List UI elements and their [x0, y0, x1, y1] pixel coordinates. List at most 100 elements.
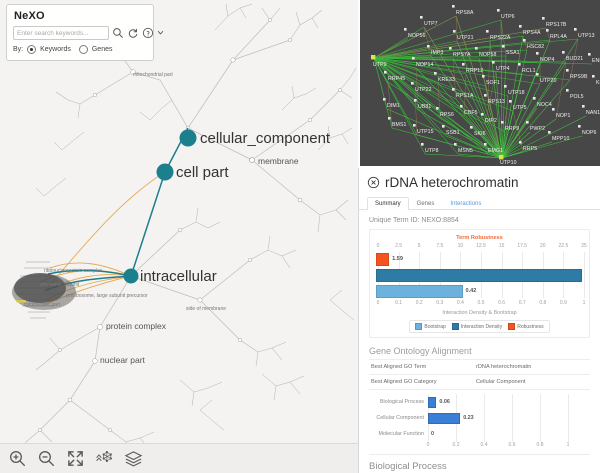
gene-label: RPS9B [570, 74, 588, 80]
gene-label: RPS7A [453, 52, 471, 58]
search-input[interactable] [13, 26, 109, 40]
reset-icon[interactable] [127, 27, 139, 39]
search-panel[interactable]: NeXO [6, 4, 164, 61]
search-by-row: By: Keywords Genes [13, 45, 147, 54]
go-row-cellular-component: Cellular Component 0.23 [369, 410, 590, 426]
go-label-molecular-function: Molecular Function [378, 431, 424, 437]
gene-label: NAN1 [586, 110, 600, 116]
robustness-bottom-axis: 0 0.1 0.2 0.3 0.4 0.5 0.6 0.7 0.8 0.9 1 [376, 300, 586, 309]
legend-item: Interaction Density [451, 323, 503, 330]
ontology-network-view[interactable]: cellular_component cell part intracellul… [0, 0, 358, 473]
go-alignment-table: Best Aligned GO Term rDNA heterochromati… [369, 359, 590, 390]
tab-interactions[interactable]: Interactions [450, 201, 482, 207]
robustness-plot-area: 1.59 0.42 [376, 252, 585, 298]
node-intracellular [123, 268, 139, 284]
gene-label: RPS8A [456, 10, 474, 16]
chevron-down-icon[interactable] [157, 27, 164, 39]
axis-tick: 5 [417, 243, 421, 249]
search-icon[interactable] [112, 27, 124, 39]
detail-header: rDNA heterochromatin [359, 168, 600, 193]
axis-tick: 12.5 [476, 243, 486, 249]
gene-label: UTP13 [578, 33, 595, 39]
go-term-key: Best Aligned GO Term [371, 364, 427, 370]
go-bar-cellular-component [428, 412, 461, 424]
zoom-in-icon[interactable] [8, 449, 27, 468]
bar-row-bootstrap: 0.42 [376, 284, 583, 298]
bar-row-robustness: 1.59 [376, 252, 583, 266]
fit-content-icon[interactable] [66, 449, 85, 468]
radio-keywords[interactable] [27, 45, 37, 54]
gene-label: SKI6 [474, 131, 486, 137]
gene-label: RPS1A [456, 93, 474, 99]
legend-label: Robustness [517, 323, 544, 330]
gene-label: UTP4 [496, 66, 510, 72]
ontology-network-graph[interactable] [0, 0, 358, 473]
go-alignment-title: Gene Ontology Alignment [369, 346, 472, 356]
gene-label: NOP4 [540, 57, 555, 63]
gene-label: RPS6 [440, 112, 454, 118]
gene-label: UTP8 [425, 148, 439, 154]
table-row: Best Aligned GO Category Cellular Compon… [369, 375, 590, 390]
gene-label: NOP6 [582, 130, 597, 136]
go-category-value: Cellular Component [476, 379, 526, 385]
radio-keywords-label: Keywords [40, 46, 71, 53]
axis-tick: 0.8 [539, 300, 547, 306]
node-label-mitochondrial-part: mitochondrial part [133, 72, 173, 78]
tab-genes[interactable]: Genes [416, 201, 435, 207]
axis-tick: 7.5 [436, 243, 444, 249]
gene-label: UTP7 [424, 21, 438, 27]
gene-label: NOP1 [556, 113, 571, 119]
legend-label: Bootstrap [424, 323, 446, 330]
node-label-membrane: membrane [258, 156, 299, 166]
gene-label: RCL1 [522, 68, 536, 74]
axis-tick: 15 [498, 243, 505, 249]
radio-genes-label: Genes [91, 46, 113, 53]
axis-tick: 0.7 [518, 300, 526, 306]
legend-label: Interaction Density [460, 323, 503, 330]
fit-selected-icon[interactable] [95, 449, 114, 468]
gene-label: RRP9 [505, 126, 520, 132]
gene-label: RPS22A [490, 35, 511, 41]
gene-label: UTP5 [513, 105, 527, 111]
network-toolbar [0, 443, 358, 473]
axis-tick: 0.4 [480, 442, 488, 448]
axis-tick: 22.5 [558, 243, 569, 249]
gene-label: NOC4 [537, 102, 552, 108]
gene-label: DIM1 [387, 103, 400, 109]
hub-node-utp10 [499, 155, 504, 160]
axis-tick: 0.4 [456, 300, 464, 306]
gene-label: CBF5 [464, 110, 478, 116]
node-label-nuclear-part: nuclear part [100, 355, 145, 365]
go-label-cellular-component: Cellular Component [376, 415, 424, 421]
gene-label: UTP20 [540, 78, 557, 84]
axis-tick: 0.6 [508, 442, 516, 448]
node-label-cell-part: cell part [176, 164, 229, 181]
axis-tick: 0.1 [395, 300, 403, 306]
axis-tick: 0 [426, 442, 430, 448]
robustness-chart-title: Term Robustness [456, 235, 503, 241]
search-row [13, 26, 164, 40]
gene-network-graph[interactable] [360, 0, 600, 168]
go-chart-axis: 0 0.2 0.4 0.6 0.8 1 [426, 442, 590, 452]
gene-label: RRP45 [388, 76, 406, 82]
gene-label: RPL4A [550, 34, 567, 40]
zoom-out-icon[interactable] [37, 449, 56, 468]
node-label-cytoplasmic-part: cytoplasmic part [24, 302, 61, 308]
axis-tick: 17.5 [517, 243, 528, 249]
gene-interaction-network[interactable]: RPS8A UTP6 UTP7 RPS17B NOP56 UTP21 RPS22A RPS4A… [358, 0, 600, 168]
axis-tick: 1 [566, 442, 570, 448]
axis-tick: 0.2 [452, 442, 460, 448]
radio-genes[interactable] [78, 45, 88, 54]
axis-tick: 10 [457, 243, 464, 249]
close-circle-icon[interactable] [367, 176, 380, 189]
layers-icon[interactable] [124, 449, 143, 468]
help-icon[interactable] [142, 27, 154, 39]
gene-label: UTP10 [500, 160, 517, 166]
bar-bootstrap [376, 284, 463, 298]
legend-item: Bootstrap [415, 323, 446, 330]
tab-summary[interactable]: Summary [367, 197, 409, 210]
axis-tick: 0.9 [559, 300, 567, 306]
axis-tick: 0.3 [436, 300, 444, 306]
bar-row-interaction-density [376, 268, 583, 282]
